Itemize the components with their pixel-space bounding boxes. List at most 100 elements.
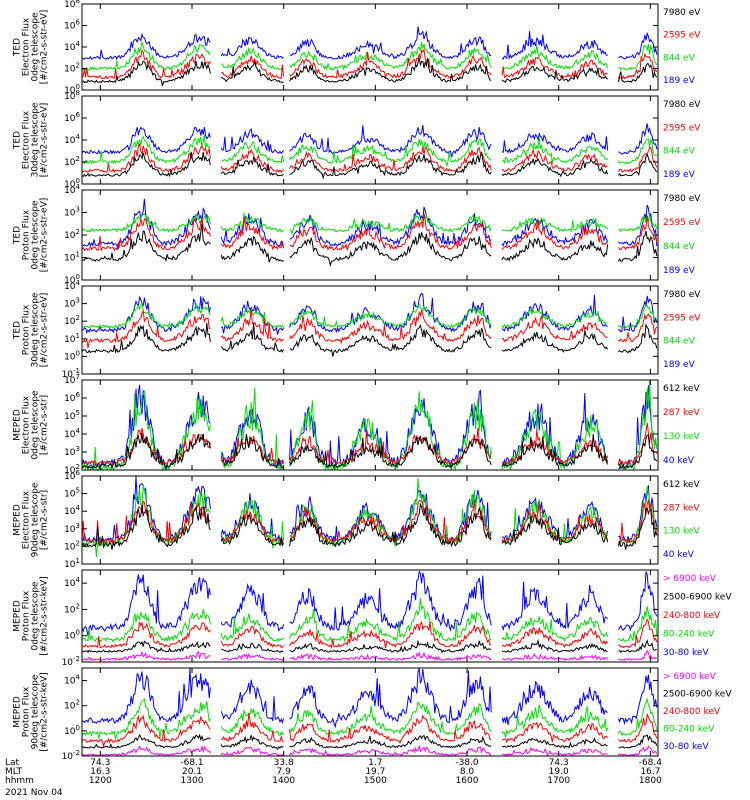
- x-tick-label: 1300: [181, 776, 204, 786]
- series-1: [82, 432, 658, 470]
- series-line: [618, 322, 658, 354]
- series-2: [82, 422, 658, 466]
- series-line: [289, 125, 492, 158]
- series-1: [82, 223, 658, 268]
- x-tick-label: 1700: [547, 776, 570, 786]
- series-line: [221, 433, 284, 469]
- y-tick-label: 108: [64, 89, 80, 102]
- series-line: [220, 582, 285, 632]
- y-axis-label: MEPEDElectron Flux0deg telescope[#/cm2-s…: [13, 390, 50, 460]
- legend-entry: 2595 eV: [663, 31, 701, 41]
- panel-3: 100 101 102 103 104 TEDProton Flux0deg telesc…: [13, 183, 702, 286]
- series-line: [501, 237, 609, 262]
- series-1: [82, 57, 658, 86]
- series-line: [617, 215, 658, 251]
- series-line: [82, 714, 211, 749]
- series-line: [289, 41, 492, 71]
- series-3: [82, 300, 658, 329]
- series-line: [501, 408, 609, 470]
- series-line: [220, 309, 284, 343]
- series-line: [501, 31, 608, 60]
- series-line: [220, 306, 284, 329]
- series-line: [502, 44, 609, 70]
- panel-frame: [81, 379, 659, 471]
- panel-frame: [81, 285, 659, 375]
- series-line: [618, 123, 658, 155]
- series-line: [289, 138, 492, 167]
- series-1: [82, 151, 658, 180]
- series-line: [220, 60, 284, 83]
- series-line: [220, 625, 285, 648]
- series-line: [289, 502, 492, 548]
- series-line: [501, 499, 609, 546]
- series-line: [220, 746, 284, 756]
- series-line: [220, 128, 285, 155]
- series-line: [289, 570, 492, 632]
- series-line: [501, 217, 609, 247]
- series-line: [289, 701, 492, 736]
- traces: [82, 668, 658, 756]
- y-tick-label: 106: [64, 469, 80, 482]
- series-line: [82, 668, 211, 724]
- legend-entry: 844 eV: [663, 147, 696, 157]
- series-line: [618, 153, 658, 177]
- panel-frame: [81, 569, 659, 663]
- legend-entry: 240-800 keV: [663, 611, 721, 621]
- series-line: [220, 712, 284, 742]
- y-tick-label: 104: [64, 504, 80, 517]
- series-line: [82, 744, 211, 756]
- x-tick-label: 1.7: [368, 758, 382, 768]
- panel-frame: [81, 667, 659, 757]
- series-line: [617, 697, 658, 737]
- x-tick-label: 8.0: [460, 767, 475, 777]
- series-3: [82, 212, 658, 236]
- series-line: [501, 737, 608, 749]
- series-line: [618, 214, 658, 233]
- traces: [82, 26, 658, 86]
- series-line: [501, 680, 608, 726]
- series-line: [82, 309, 211, 349]
- series-line: [289, 620, 492, 650]
- y-tick-label: 102: [64, 539, 80, 552]
- legend-entry: > 6900 keV: [663, 672, 717, 682]
- series-5: [82, 668, 658, 729]
- series-line: [289, 668, 492, 729]
- series-line: [289, 308, 492, 345]
- series-line: [618, 295, 658, 333]
- series-line: [501, 581, 608, 632]
- series-line: [617, 712, 658, 743]
- series-line: [220, 613, 284, 642]
- y-tick-label: 100: [64, 273, 80, 286]
- series-line: [501, 308, 608, 329]
- y-tick-label: 100: [64, 83, 80, 96]
- y-tick-label: 104: [64, 40, 80, 53]
- series-1: [82, 649, 658, 662]
- series-line: [220, 706, 285, 737]
- series-line: [82, 390, 211, 470]
- y-tick-label: 108: [64, 0, 80, 10]
- series-line: [617, 63, 658, 84]
- y-tick-label: 105: [64, 487, 80, 500]
- legend-entry: 189 eV: [663, 170, 696, 180]
- series-line: [82, 574, 211, 637]
- series-line: [221, 141, 285, 164]
- legend-entry: 2500-6900 keV: [663, 593, 732, 603]
- y-axis-label: MEPEDProton Flux0deg telescope[#/cm2-s-s…: [13, 576, 50, 655]
- panel-8: 10-2 100 102 104 MEPEDProton Flux90deg teles…: [13, 667, 732, 762]
- series-3: [82, 712, 658, 749]
- series-2: [82, 143, 658, 174]
- legend-entry: 287 keV: [663, 408, 700, 418]
- series-line: [617, 674, 658, 726]
- y-tick-label: 102: [64, 463, 80, 476]
- panel-7: 10-2 100 102 104 MEPEDProton Flux0deg telesc…: [13, 569, 732, 668]
- series-line: [220, 212, 284, 233]
- legend-entry: 2595 eV: [663, 313, 701, 323]
- series-line: [82, 223, 211, 262]
- x-tick-label: -68.1: [180, 758, 203, 768]
- series-4: [82, 26, 658, 61]
- series-line: [618, 618, 658, 649]
- series-line: [289, 651, 492, 662]
- series-line: [82, 432, 211, 470]
- x-tick-label: -38.0: [455, 758, 479, 768]
- series-line: [289, 48, 492, 79]
